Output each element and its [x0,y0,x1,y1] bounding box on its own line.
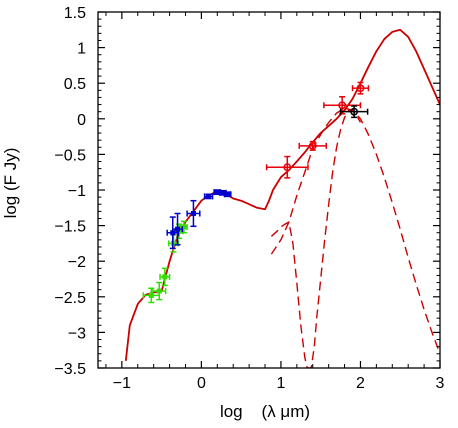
model-curves [124,28,440,368]
axis-ticks: −1 0 1 2 3 −3.5 −3 −2.5 −2 −1.5 −1 −0.5 0 0.5 1 1.5 [54,5,444,392]
x-tick-label: 2 [356,375,365,392]
plot-frame [97,11,441,369]
data-point [172,212,184,246]
data-point [298,140,328,151]
y-tick-label: −2.5 [54,290,86,307]
x-tick-label: −1 [113,375,131,392]
y-tick-label: 1 [77,41,86,58]
x-tick-label: 1 [276,375,285,392]
data-point [265,155,309,179]
y-tick-label: 0 [77,112,86,129]
model-warm-dust-line [270,107,440,355]
y-tick-label: −0.5 [54,147,86,164]
data-point [203,193,214,200]
y-tick-label: −3 [68,325,86,342]
data-point [179,220,188,234]
data-point [351,81,370,95]
y-axis-label: log (F Jy) [1,148,20,219]
y-tick-label: −1.5 [54,219,86,236]
x-tick-label: 3 [436,375,445,392]
x-axis-label: log (λ μm) [220,402,310,421]
x-tick-label: 0 [197,375,206,392]
data-point [186,199,201,228]
y-tick-label: −2 [68,254,86,271]
y-tick-label: −1 [68,183,86,200]
data-point [223,191,232,198]
data-point [339,105,369,119]
data-point [152,281,167,301]
model-total-line [124,28,440,362]
data-point [159,267,171,287]
y-tick-label: −3.5 [54,361,86,378]
y-tick-label: 0.5 [64,76,86,93]
data-points [142,81,370,304]
y-tick-label: 1.5 [64,5,86,22]
model-cold-dust-line [270,109,362,368]
